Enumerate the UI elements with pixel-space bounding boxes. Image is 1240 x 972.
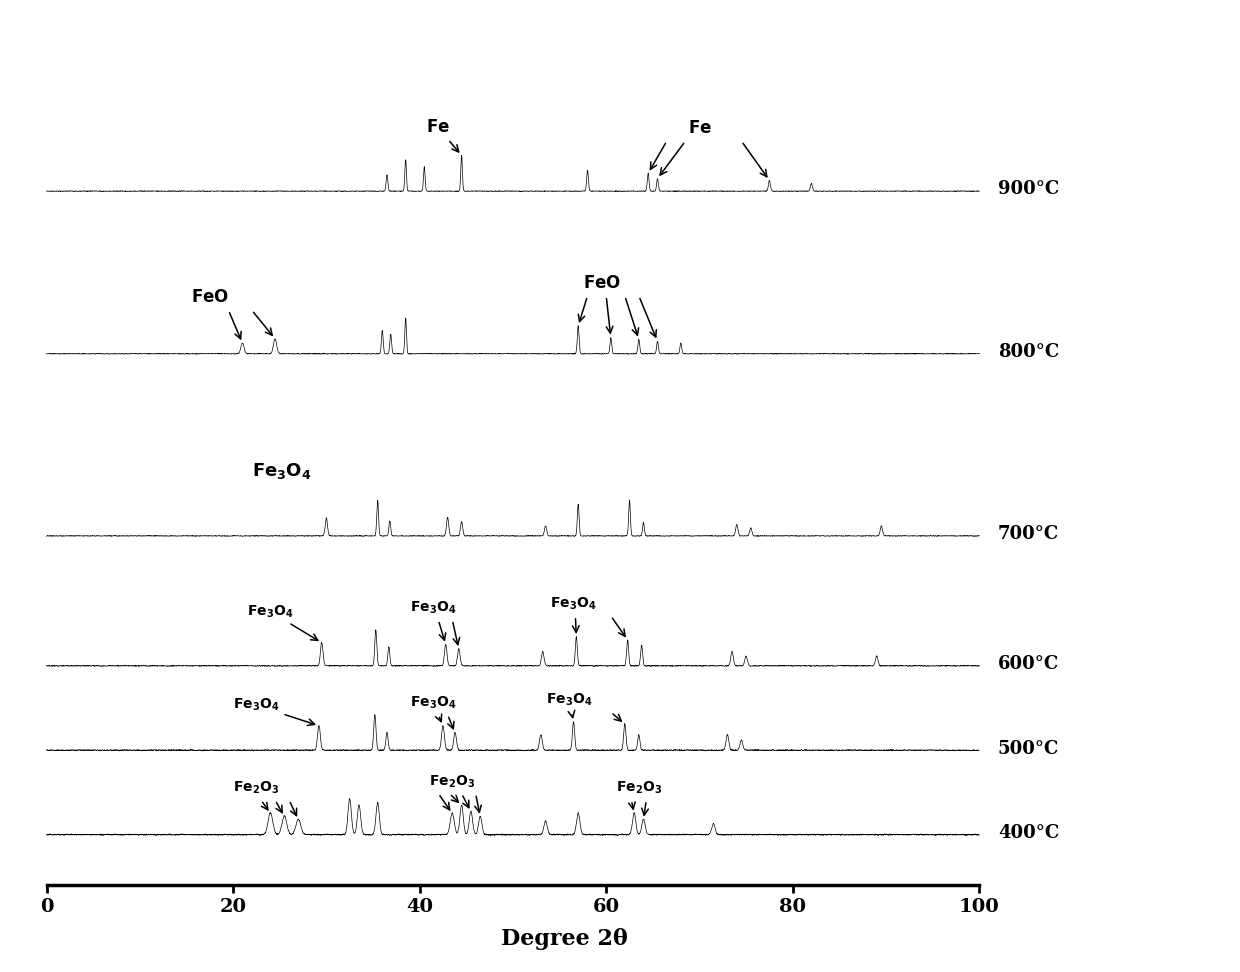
Text: $\mathbf{Fe_2O_3}$: $\mathbf{Fe_2O_3}$ xyxy=(233,780,279,796)
Text: 400°C: 400°C xyxy=(998,824,1059,842)
Text: $\mathbf{Fe_3O_4}$: $\mathbf{Fe_3O_4}$ xyxy=(551,596,596,612)
Text: $\mathbf{FeO}$: $\mathbf{FeO}$ xyxy=(191,290,228,306)
Text: 500°C: 500°C xyxy=(998,740,1059,757)
Text: $\mathbf{Fe_3O_4}$: $\mathbf{Fe_3O_4}$ xyxy=(546,692,591,709)
Text: 800°C: 800°C xyxy=(998,343,1059,361)
Text: $\mathbf{Fe_3O_4}$: $\mathbf{Fe_3O_4}$ xyxy=(247,604,317,641)
Text: $\mathbf{Fe}$: $\mathbf{Fe}$ xyxy=(427,120,459,152)
Text: $\mathbf{Fe_2O_3}$: $\mathbf{Fe_2O_3}$ xyxy=(616,780,662,796)
Text: $\mathbf{Fe}$: $\mathbf{Fe}$ xyxy=(687,121,712,137)
Text: $\mathbf{Fe_3O_4}$: $\mathbf{Fe_3O_4}$ xyxy=(233,697,315,725)
Text: 900°C: 900°C xyxy=(998,180,1059,198)
Text: 600°C: 600°C xyxy=(998,655,1059,673)
Text: 700°C: 700°C xyxy=(998,525,1059,543)
Text: $\mathbf{Fe_3O_4}$: $\mathbf{Fe_3O_4}$ xyxy=(252,462,311,481)
Text: $\mathbf{Fe_2O_3}$: $\mathbf{Fe_2O_3}$ xyxy=(429,773,475,789)
Text: $\mathbf{Fe_3O_4}$: $\mathbf{Fe_3O_4}$ xyxy=(410,600,456,616)
X-axis label: Degree 2θ: Degree 2θ xyxy=(501,927,627,950)
Text: $\mathbf{Fe_3O_4}$: $\mathbf{Fe_3O_4}$ xyxy=(410,694,456,711)
Text: $\mathbf{FeO}$: $\mathbf{FeO}$ xyxy=(583,275,620,292)
